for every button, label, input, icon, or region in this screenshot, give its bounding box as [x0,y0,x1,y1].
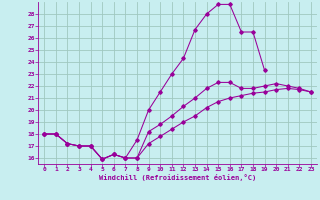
X-axis label: Windchill (Refroidissement éolien,°C): Windchill (Refroidissement éolien,°C) [99,174,256,181]
